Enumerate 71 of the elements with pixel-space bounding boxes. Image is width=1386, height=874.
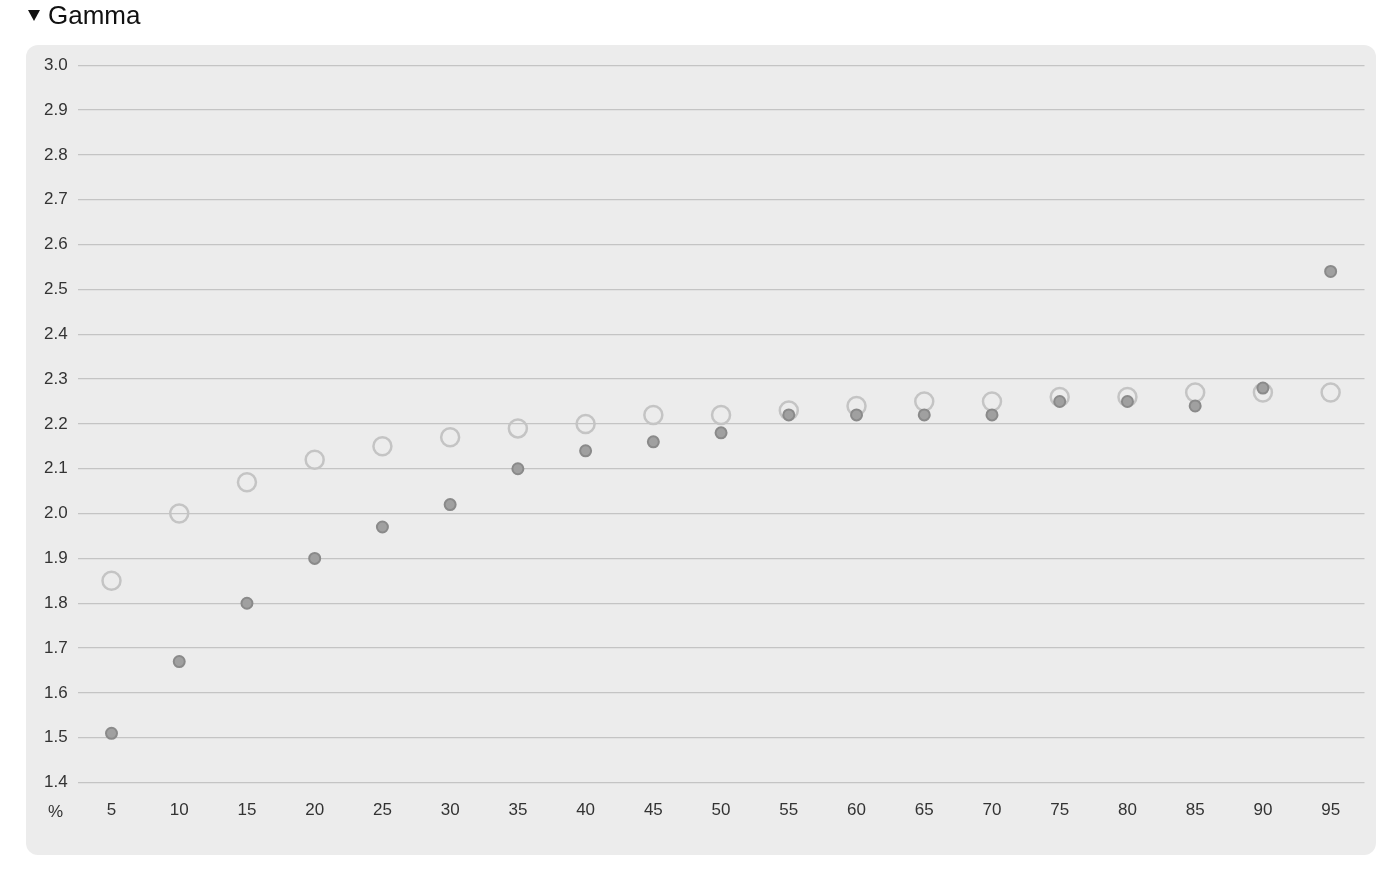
x-tick-label: 60 [847, 800, 866, 820]
point [643, 404, 664, 426]
y-tick-label: 1.9 [43, 548, 68, 568]
point [981, 391, 1003, 412]
x-tick-label: 80 [1117, 800, 1137, 820]
x-tick-label: 50 [711, 800, 731, 820]
y-tick-label: 1.7 [43, 637, 68, 657]
point [1188, 399, 1202, 413]
point [101, 570, 122, 592]
x-tick-label: 5 [106, 800, 117, 820]
point [236, 471, 258, 493]
x-tick-label: 95 [1321, 800, 1341, 820]
point [1049, 386, 1070, 408]
y-tick-label: 2.3 [43, 368, 68, 388]
y-tick-label: 2.7 [43, 189, 68, 209]
x-tick-label: 10 [169, 800, 189, 820]
y-tick-label: 2.4 [43, 323, 68, 343]
y-tick-label: 1.4 [43, 772, 68, 792]
point [850, 408, 864, 422]
x-tick-label: 40 [576, 800, 596, 820]
point [714, 426, 728, 440]
point [1252, 382, 1274, 403]
y-tick-label: 2.9 [43, 99, 68, 119]
y-tick-label: 2.0 [43, 503, 68, 523]
point [1117, 386, 1138, 408]
x-tick-label: 30 [440, 800, 460, 820]
x-tick-label: 70 [982, 800, 1002, 820]
x-tick-label: 45 [643, 800, 663, 820]
x-axis-title: % [48, 802, 64, 822]
x-tick-label: 25 [372, 800, 392, 820]
point [168, 503, 190, 524]
y-tick-label: 2.5 [43, 279, 68, 299]
point [105, 726, 118, 740]
point [646, 435, 660, 449]
point [240, 596, 254, 610]
y-tick-label: 1.5 [43, 727, 68, 747]
x-tick-label: 75 [1050, 800, 1070, 820]
point [710, 404, 732, 426]
y-tick-label: 2.8 [43, 144, 68, 164]
x-tick-label: 20 [305, 800, 325, 820]
point [308, 551, 322, 565]
point [304, 449, 325, 471]
point [511, 462, 525, 476]
point [1324, 264, 1338, 278]
x-tick-label: 85 [1185, 800, 1205, 820]
y-tick-label: 1.8 [43, 592, 68, 612]
point [914, 391, 935, 412]
point [375, 520, 389, 534]
point [1184, 382, 1206, 403]
x-tick-label: 55 [779, 800, 799, 820]
point [778, 400, 800, 421]
point [172, 655, 186, 669]
x-tick-label: 35 [508, 800, 528, 820]
y-tick-label: 1.6 [43, 682, 68, 702]
point [439, 427, 461, 448]
y-tick-label: 2.6 [43, 234, 68, 254]
y-tick-label: 3.0 [43, 54, 68, 74]
point [1320, 382, 1341, 403]
x-tick-label: 15 [237, 800, 257, 820]
point [575, 413, 596, 435]
point [579, 444, 593, 458]
point [443, 498, 457, 512]
chart-title: Gamma [48, 0, 141, 31]
y-tick-label: 2.1 [43, 458, 68, 478]
point [985, 408, 999, 422]
x-tick-label: 90 [1253, 800, 1273, 820]
x-tick-label: 65 [914, 800, 934, 820]
y-tick-label: 2.2 [43, 413, 68, 433]
point [917, 408, 931, 422]
point [372, 436, 393, 457]
point [507, 418, 529, 439]
